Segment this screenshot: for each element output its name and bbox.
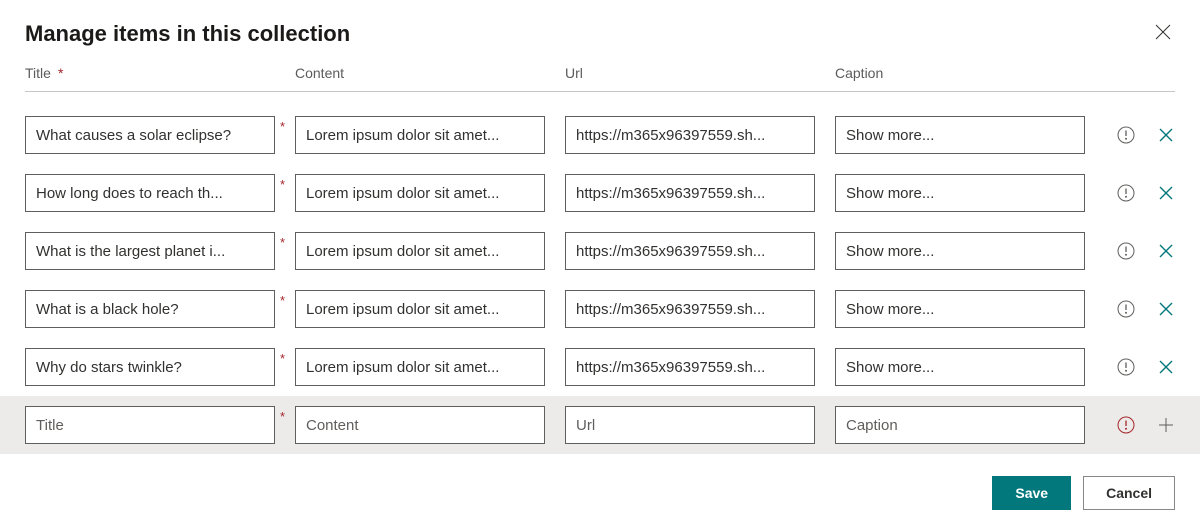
- warning-icon[interactable]: [1117, 242, 1135, 260]
- rows-container: * * * * * *: [25, 92, 1175, 454]
- table-row: *: [25, 106, 1175, 164]
- delete-row-button[interactable]: [1157, 126, 1175, 144]
- content-input[interactable]: [295, 348, 545, 386]
- caption-input[interactable]: [835, 174, 1085, 212]
- close-icon: [1155, 24, 1171, 40]
- caption-input[interactable]: [835, 116, 1085, 154]
- url-input[interactable]: [565, 406, 815, 444]
- column-url: Url: [565, 65, 815, 81]
- column-caption: Caption: [835, 65, 1085, 81]
- required-indicator: *: [58, 65, 63, 81]
- url-input[interactable]: [565, 290, 815, 328]
- close-button[interactable]: [1151, 20, 1175, 47]
- title-input[interactable]: [25, 174, 275, 212]
- save-button[interactable]: Save: [992, 476, 1071, 510]
- title-input[interactable]: [25, 116, 275, 154]
- content-input[interactable]: [295, 232, 545, 270]
- title-input[interactable]: [25, 290, 275, 328]
- title-input[interactable]: [25, 232, 275, 270]
- required-indicator: *: [280, 177, 285, 192]
- caption-input[interactable]: [835, 406, 1085, 444]
- content-input[interactable]: [295, 116, 545, 154]
- title-input[interactable]: [25, 406, 275, 444]
- table-row: *: [25, 280, 1175, 338]
- column-headers: Title* Content Url Caption: [25, 65, 1175, 92]
- table-row: *: [25, 338, 1175, 396]
- title-input[interactable]: [25, 348, 275, 386]
- caption-input[interactable]: [835, 232, 1085, 270]
- table-row: *: [25, 222, 1175, 280]
- required-indicator: *: [280, 235, 285, 250]
- url-input[interactable]: [565, 232, 815, 270]
- column-content: Content: [295, 65, 545, 81]
- delete-row-button[interactable]: [1157, 300, 1175, 318]
- caption-input[interactable]: [835, 290, 1085, 328]
- table-row: *: [25, 164, 1175, 222]
- warning-icon[interactable]: [1117, 126, 1135, 144]
- content-input[interactable]: [295, 290, 545, 328]
- cancel-button[interactable]: Cancel: [1083, 476, 1175, 510]
- warning-icon[interactable]: [1117, 184, 1135, 202]
- warning-icon[interactable]: [1117, 300, 1135, 318]
- delete-row-button[interactable]: [1157, 184, 1175, 202]
- required-indicator: *: [280, 351, 285, 366]
- content-input[interactable]: [295, 406, 545, 444]
- column-title: Title*: [25, 65, 275, 81]
- error-icon[interactable]: [1117, 416, 1135, 434]
- url-input[interactable]: [565, 174, 815, 212]
- required-indicator: *: [280, 119, 285, 134]
- page-title: Manage items in this collection: [25, 21, 350, 47]
- add-row-button[interactable]: [1157, 416, 1175, 434]
- dialog: Manage items in this collection Title* C…: [0, 0, 1200, 530]
- footer: Save Cancel: [25, 476, 1175, 510]
- delete-row-button[interactable]: [1157, 242, 1175, 260]
- new-row: *: [0, 396, 1200, 454]
- warning-icon[interactable]: [1117, 358, 1135, 376]
- required-indicator: *: [280, 409, 285, 424]
- caption-input[interactable]: [835, 348, 1085, 386]
- content-input[interactable]: [295, 174, 545, 212]
- delete-row-button[interactable]: [1157, 358, 1175, 376]
- required-indicator: *: [280, 293, 285, 308]
- url-input[interactable]: [565, 116, 815, 154]
- url-input[interactable]: [565, 348, 815, 386]
